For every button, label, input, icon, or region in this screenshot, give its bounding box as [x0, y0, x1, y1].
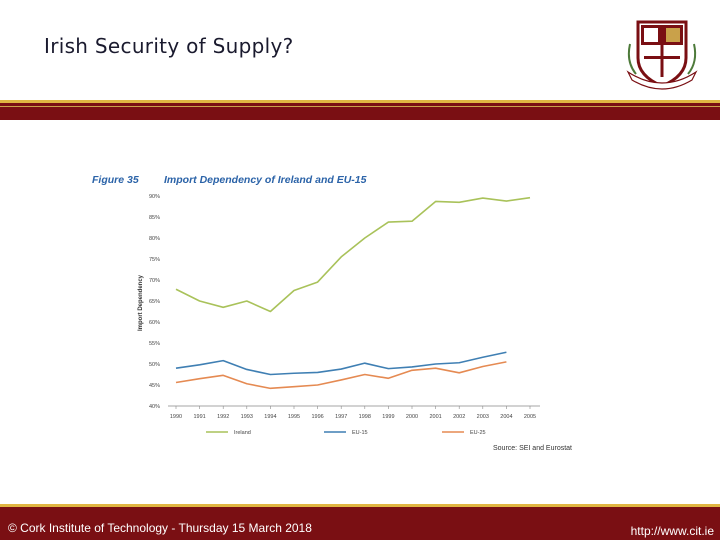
x-tick-label: 1994: [264, 414, 276, 420]
x-tick-label: 1991: [193, 414, 205, 420]
x-tick-label: 1997: [335, 414, 347, 420]
chart-figure-label: Figure 35: [92, 174, 139, 186]
x-tick-label: 1999: [382, 414, 394, 420]
chart-title: Import Dependency of Ireland and EU-15: [164, 174, 367, 186]
y-tick-label: 80%: [149, 236, 160, 242]
y-tick-label: 70%: [149, 278, 160, 284]
series-line-ireland: [175, 196, 531, 313]
y-tick-label: 65%: [149, 299, 160, 305]
y-axis-label: Import Dependency: [138, 274, 144, 331]
legend-label: EU-25: [470, 430, 486, 436]
x-axis-ticks: 1990 1991 1992 1993 1994 1995 1996 1997 1998 1999…: [170, 406, 536, 420]
import-dependency-chart: Figure 35 Import Dependency of Ireland a…: [92, 174, 572, 452]
x-tick-label: 1992: [217, 414, 229, 420]
x-tick-label: 2000: [406, 414, 418, 420]
legend-label: Ireland: [234, 430, 251, 436]
footer-band: © Cork Institute of Technology - Thursda…: [0, 504, 720, 540]
x-tick-label: 2001: [429, 414, 441, 420]
x-tick-label: 2003: [477, 414, 489, 420]
footer-website-link[interactable]: http://www.cit.ie: [630, 524, 714, 538]
x-tick-label: 1995: [288, 414, 300, 420]
x-tick-label: 1996: [311, 414, 323, 420]
series-line-eu-25: [175, 361, 507, 390]
y-tick-label: 90%: [149, 194, 160, 200]
chart-source: Source: SEI and Eurostat: [493, 445, 572, 452]
y-tick-label: 75%: [149, 257, 160, 263]
x-tick-label: 1990: [170, 414, 182, 420]
y-tick-label: 40%: [149, 404, 160, 410]
chart-legend: Ireland EU-15 EU-25: [206, 430, 486, 436]
x-tick-label: 2005: [524, 414, 536, 420]
x-tick-label: 1993: [241, 414, 253, 420]
y-tick-label: 50%: [149, 362, 160, 368]
footer-copyright: © Cork Institute of Technology - Thursda…: [8, 521, 312, 535]
x-tick-label: 1998: [359, 414, 371, 420]
y-axis-ticks: 90% 85% 80% 75% 70% 65% 60% 55% 50% 45% 40%: [149, 194, 160, 410]
x-tick-label: 2004: [500, 414, 512, 420]
series-lines: [175, 196, 531, 390]
y-tick-label: 45%: [149, 383, 160, 389]
college-crest-logo: [626, 20, 698, 90]
slide-title: Irish Security of Supply?: [44, 34, 294, 58]
series-line-eu-15: [175, 351, 507, 376]
y-tick-label: 55%: [149, 341, 160, 347]
y-tick-label: 60%: [149, 320, 160, 326]
x-tick-label: 2002: [453, 414, 465, 420]
y-tick-label: 85%: [149, 215, 160, 221]
header-band: [0, 100, 720, 120]
legend-label: EU-15: [352, 430, 368, 436]
